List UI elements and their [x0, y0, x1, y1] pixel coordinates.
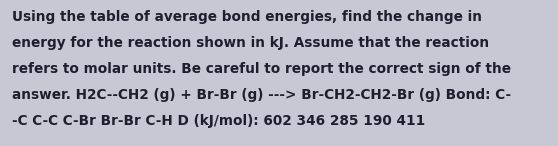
- Text: Using the table of average bond energies, find the change in: Using the table of average bond energies…: [12, 10, 482, 24]
- Text: -C C-C C-Br Br-Br C-H D (kJ/mol): 602 346 285 190 411: -C C-C C-Br Br-Br C-H D (kJ/mol): 602 34…: [12, 114, 426, 128]
- Text: refers to molar units. Be careful to report the correct sign of the: refers to molar units. Be careful to rep…: [12, 62, 511, 76]
- Text: answer. H2C--CH2 (g) + Br-Br (g) ---> Br-CH2-CH2-Br (g) Bond: C-: answer. H2C--CH2 (g) + Br-Br (g) ---> Br…: [12, 88, 511, 102]
- Text: energy for the reaction shown in kJ. Assume that the reaction: energy for the reaction shown in kJ. Ass…: [12, 36, 489, 50]
